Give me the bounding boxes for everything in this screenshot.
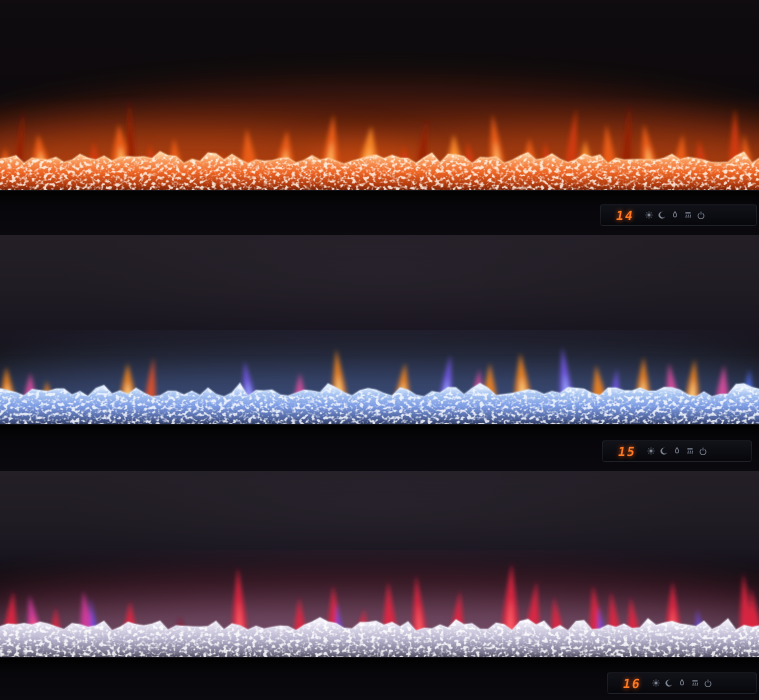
timer-icon bbox=[658, 211, 666, 219]
flame-effect-icon bbox=[675, 447, 680, 454]
temperature-readout: 15 bbox=[616, 443, 638, 459]
touch-control-icons bbox=[652, 679, 712, 687]
temperature-readout: 16 bbox=[621, 675, 643, 691]
firebox-flames-and-crystal-bed bbox=[0, 330, 759, 427]
timer-icon bbox=[660, 447, 668, 455]
temperature-readout: 14 bbox=[614, 207, 636, 223]
firebox-flames-and-crystal-bed bbox=[0, 550, 759, 660]
heater-icon bbox=[687, 448, 693, 455]
flame-color-icon bbox=[652, 679, 660, 687]
heater-icon bbox=[692, 680, 698, 687]
power-icon bbox=[697, 211, 705, 219]
control-display: 16 bbox=[607, 672, 757, 694]
flame-color-icon bbox=[647, 447, 655, 455]
firebox-flames-and-crystal-bed bbox=[0, 0, 759, 193]
heater-icon bbox=[685, 212, 691, 219]
power-icon bbox=[699, 447, 707, 455]
flame-color-icon bbox=[645, 211, 653, 219]
touch-control-icons bbox=[647, 447, 707, 455]
timer-icon bbox=[665, 679, 673, 687]
control-display: 14 bbox=[600, 204, 757, 226]
control-display: 15 bbox=[602, 440, 752, 462]
flame-effect-icon bbox=[673, 211, 678, 218]
power-icon bbox=[704, 679, 712, 687]
flame-effect-icon bbox=[680, 679, 685, 686]
touch-control-icons bbox=[645, 211, 705, 219]
